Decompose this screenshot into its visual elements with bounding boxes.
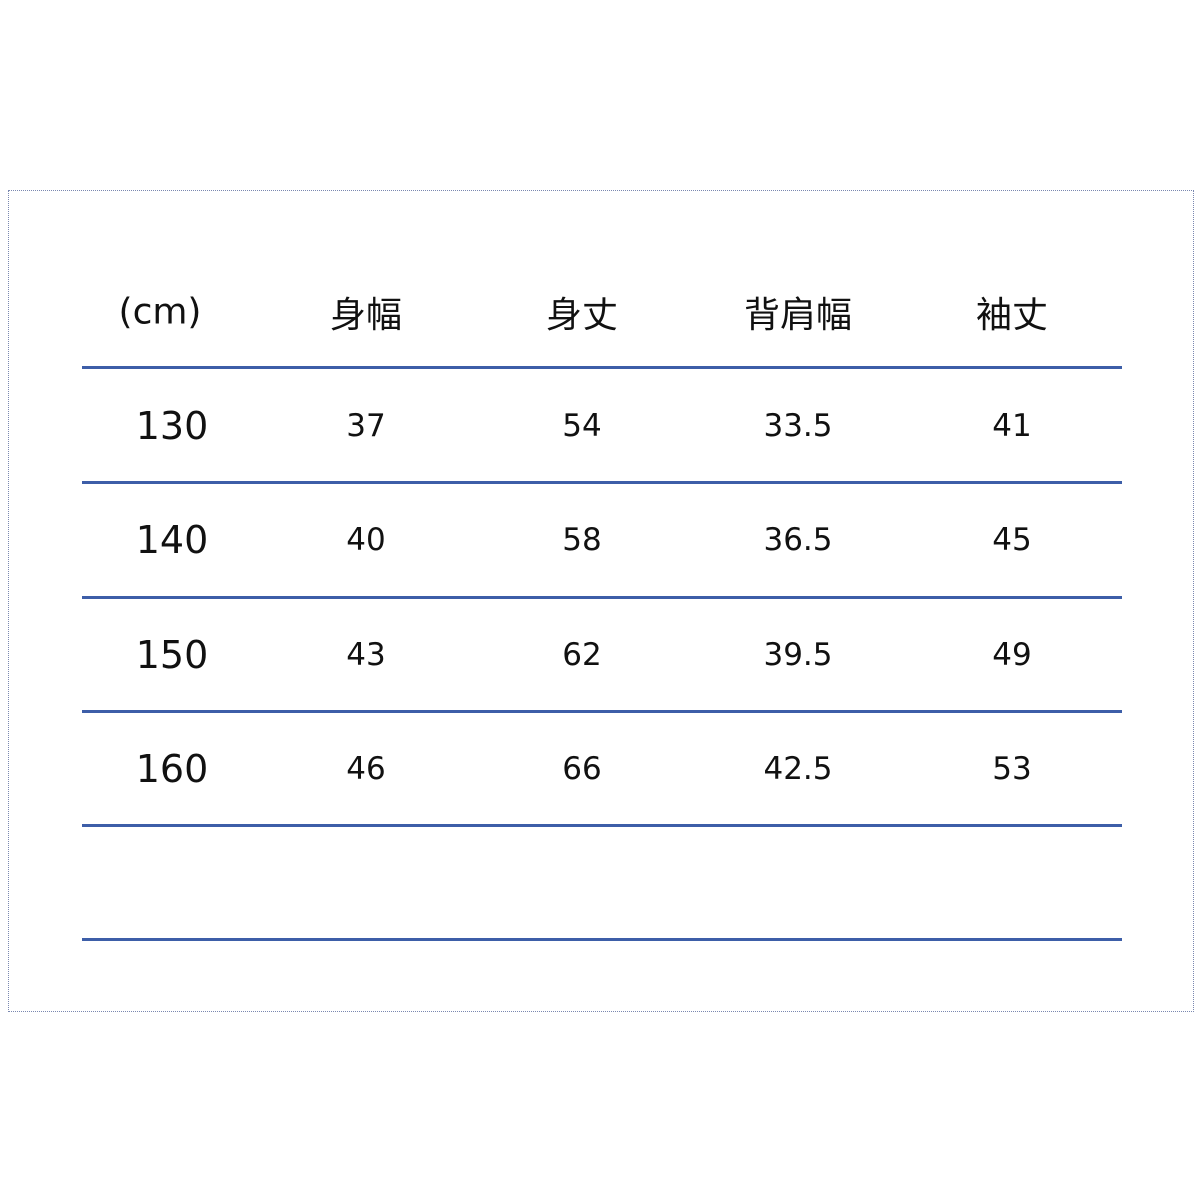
table-cell: 39.5: [763, 637, 833, 673]
table-cell: 41: [992, 408, 1032, 444]
size-label: 140: [135, 518, 209, 562]
row-divider: [82, 366, 1122, 369]
table-cell: 53: [992, 751, 1032, 787]
table-cell: 46: [346, 751, 386, 787]
column-header: 身丈: [545, 295, 619, 336]
size-label: 150: [135, 633, 209, 677]
table-cell: 33.5: [763, 408, 833, 444]
table-cell: 49: [992, 637, 1032, 673]
column-header: 袖丈: [975, 295, 1049, 336]
row-divider: [82, 938, 1122, 941]
table-cell: 43: [346, 637, 386, 673]
table-cell: 54: [562, 408, 602, 444]
row-divider: [82, 824, 1122, 827]
column-header: 身幅: [329, 295, 403, 336]
table-cell: 58: [562, 522, 602, 558]
column-header: (cm): [118, 291, 202, 333]
table-cell: 36.5: [763, 522, 833, 558]
table-cell: 42.5: [763, 751, 833, 787]
table-cell: 45: [992, 522, 1032, 558]
column-header: 背肩幅: [743, 295, 853, 336]
row-divider: [82, 596, 1122, 599]
table-cell: 66: [562, 751, 602, 787]
row-divider: [82, 710, 1122, 713]
table-cell: 37: [346, 408, 386, 444]
size-label: 160: [135, 747, 209, 791]
table-frame: [8, 190, 1194, 1012]
table-cell: 62: [562, 637, 602, 673]
row-divider: [82, 481, 1122, 484]
size-label: 130: [135, 404, 209, 448]
table-cell: 40: [346, 522, 386, 558]
